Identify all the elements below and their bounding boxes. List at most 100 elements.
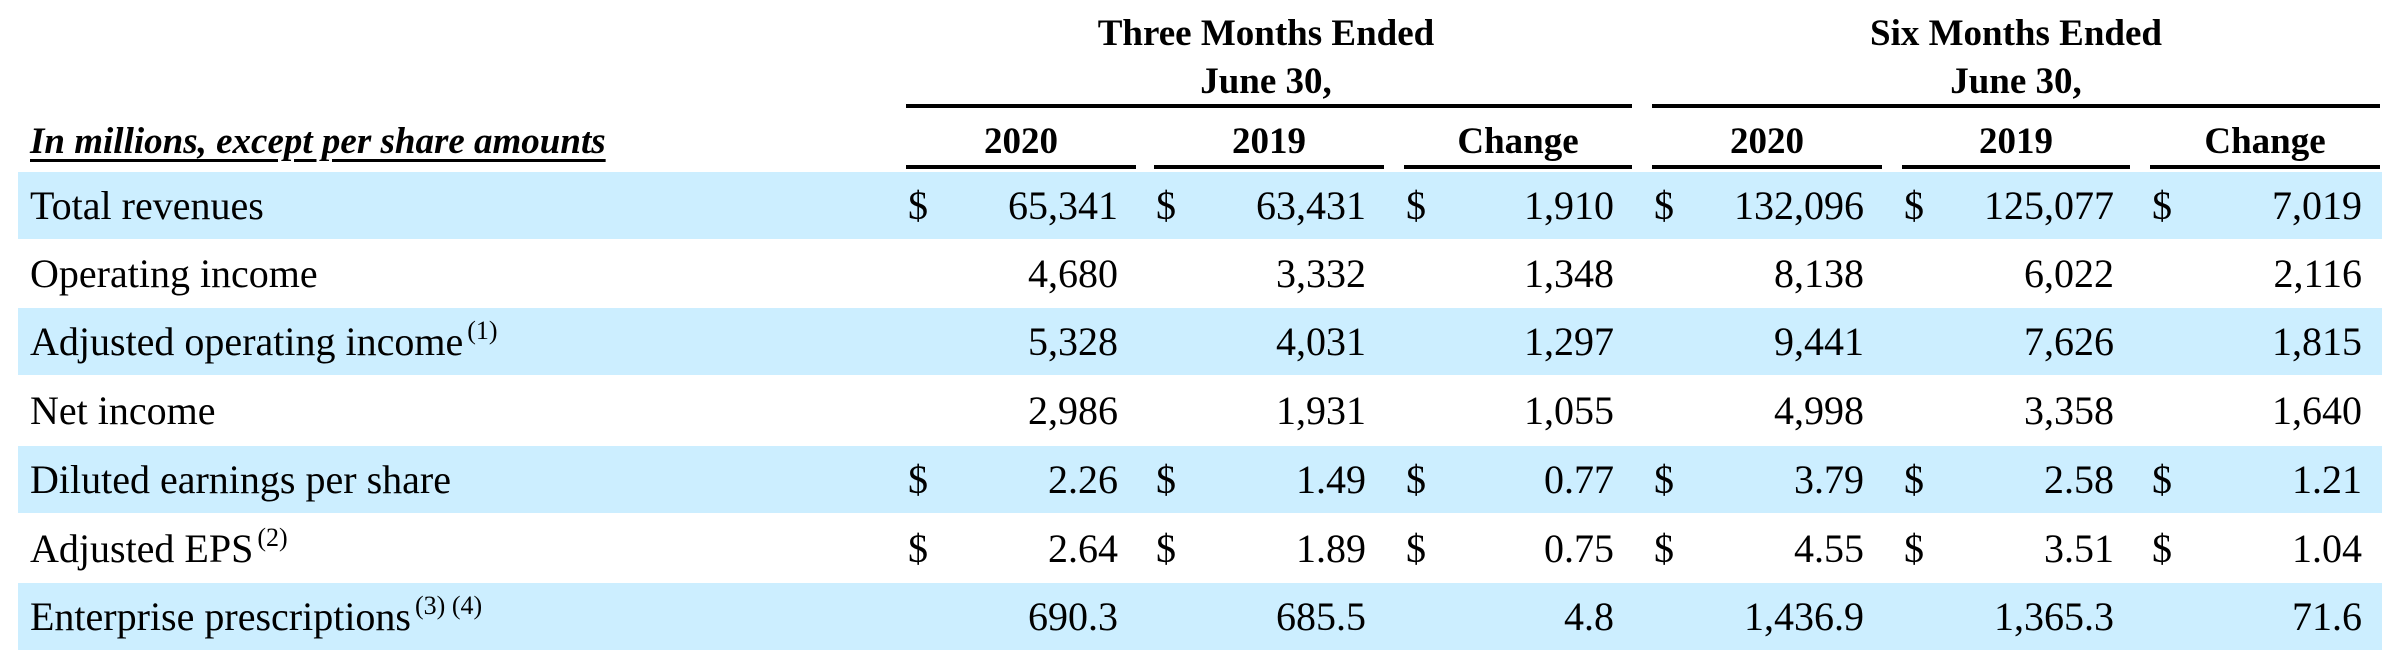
unit-label: In millions, except per share amounts <box>30 121 606 162</box>
row-label-text: Diluted earnings per share <box>30 457 451 502</box>
currency-symbol: $ <box>1654 457 1674 502</box>
table-cell: 125,077 <box>1984 183 2114 228</box>
row-label: Diluted earnings per share <box>30 446 451 513</box>
table-cell: 1,815 <box>2272 319 2362 364</box>
table-cell: 132,096 <box>1734 183 1864 228</box>
table-row: Diluted earnings per share $2.26 $1.49 $0.7… <box>18 446 2382 513</box>
table-cell: 1,436.9 <box>1744 594 1864 639</box>
table-cell: 7,626 <box>2024 319 2114 364</box>
table-cell: 0.75 <box>1544 526 1614 571</box>
row-label-text: Net income <box>30 388 216 433</box>
column-header: 2019 <box>1979 121 2053 162</box>
row-label: Operating income <box>30 240 318 307</box>
table-cell: 5,328 <box>1028 319 1118 364</box>
table-row: Net income 2,986 1,931 1,055 4,998 3,358 1,640 <box>18 377 2382 444</box>
group-header-three-months: Three Months Ended June 30, <box>906 10 1626 106</box>
table-cell: 1,640 <box>2272 388 2362 433</box>
row-label-text: Operating income <box>30 251 318 296</box>
table-cell: 1,348 <box>1524 251 1614 296</box>
footnote-marker: (3) (4) <box>415 591 483 620</box>
row-label-text: Total revenues <box>30 183 264 228</box>
table-cell: 2.26 <box>1048 457 1118 502</box>
table-cell: 3.79 <box>1794 457 1864 502</box>
column-underline <box>906 165 1136 169</box>
currency-symbol: $ <box>1904 183 1924 228</box>
column-header: 2020 <box>984 121 1058 162</box>
group-header-line2: June 30, <box>1950 61 2082 102</box>
table-cell: 1,931 <box>1276 388 1366 433</box>
table-cell: 2,986 <box>1028 388 1118 433</box>
column-header: Change <box>2204 121 2326 162</box>
row-label-text: Adjusted operating income <box>30 319 464 364</box>
table-row: Total revenues $65,341 $63,431 $1,910 $132,0… <box>18 172 2382 239</box>
table-cell: 4,998 <box>1774 388 1864 433</box>
row-label: Adjusted operating income (1) <box>30 308 498 375</box>
currency-symbol: $ <box>2152 457 2172 502</box>
group-header-line1: Six Months Ended <box>1870 13 2162 54</box>
table-cell: 2,116 <box>2273 251 2362 296</box>
currency-symbol: $ <box>1406 183 1426 228</box>
column-underline <box>1652 165 1882 169</box>
table-row: Adjusted EPS (2) $2.64 $1.89 $0.75 $4.55 $3.51… <box>18 515 2382 582</box>
row-label-text: Enterprise prescriptions <box>30 594 411 639</box>
group-header-six-months: Six Months Ended June 30, <box>1652 10 2380 106</box>
table-cell: 9,441 <box>1774 319 1864 364</box>
row-label-text: Adjusted EPS <box>30 526 254 571</box>
row-label: Total revenues <box>30 172 264 239</box>
currency-symbol: $ <box>1156 457 1176 502</box>
column-underline <box>1154 165 1384 169</box>
column-header: 2019 <box>1232 121 1306 162</box>
table-cell: 4,031 <box>1276 319 1366 364</box>
column-underline <box>1902 165 2130 169</box>
currency-symbol: $ <box>1654 183 1674 228</box>
table-cell: 71.6 <box>2292 594 2362 639</box>
column-header: Change <box>1457 121 1579 162</box>
table-cell: 3,332 <box>1276 251 1366 296</box>
column-underline <box>2150 165 2380 169</box>
table-cell: 685.5 <box>1276 594 1366 639</box>
group-underline <box>1652 104 2380 108</box>
row-label: Adjusted EPS (2) <box>30 515 288 582</box>
table-row: Operating income 4,680 3,332 1,348 8,138 6,02… <box>18 240 2382 307</box>
table-cell: 1.04 <box>2292 526 2362 571</box>
table-cell: 1,297 <box>1524 319 1614 364</box>
footnote-marker: (2) <box>257 523 288 552</box>
currency-symbol: $ <box>1904 526 1924 571</box>
table-cell: 4,680 <box>1028 251 1118 296</box>
table-cell: 3,358 <box>2024 388 2114 433</box>
row-label: Enterprise prescriptions (3) (4) <box>30 583 482 650</box>
currency-symbol: $ <box>908 526 928 571</box>
table-cell: 3.51 <box>2044 526 2114 571</box>
currency-symbol: $ <box>1406 457 1426 502</box>
currency-symbol: $ <box>2152 183 2172 228</box>
table-cell: 690.3 <box>1028 594 1118 639</box>
table-cell: 1.21 <box>2292 457 2362 502</box>
currency-symbol: $ <box>908 457 928 502</box>
table-cell: 6,022 <box>2024 251 2114 296</box>
table-cell: 2.58 <box>2044 457 2114 502</box>
table-cell: 1,365.3 <box>1994 594 2114 639</box>
table-row: Adjusted operating income (1) 5,328 4,031 1,… <box>18 308 2382 375</box>
currency-symbol: $ <box>908 183 928 228</box>
row-label: Net income <box>30 377 216 444</box>
table-cell: 4.55 <box>1794 526 1864 571</box>
group-header-line1: Three Months Ended <box>1097 13 1435 54</box>
table-cell: 1.49 <box>1296 457 1366 502</box>
currency-symbol: $ <box>1654 526 1674 571</box>
table-cell: 1,910 <box>1524 183 1614 228</box>
table-cell: 63,431 <box>1256 183 1366 228</box>
currency-symbol: $ <box>1156 526 1176 571</box>
table-cell: 7,019 <box>2272 183 2362 228</box>
column-underline <box>1404 165 1632 169</box>
group-header-line2: June 30, <box>1200 61 1332 102</box>
table-cell: 8,138 <box>1774 251 1864 296</box>
currency-symbol: $ <box>1156 183 1176 228</box>
currency-symbol: $ <box>1406 526 1426 571</box>
table-cell: 2.64 <box>1048 526 1118 571</box>
table-cell: 65,341 <box>1008 183 1118 228</box>
table-cell: 0.77 <box>1544 457 1614 502</box>
table-row: Enterprise prescriptions (3) (4) 690.3 685.… <box>18 583 2382 650</box>
table-cell: 1.89 <box>1296 526 1366 571</box>
table-cell: 4.8 <box>1564 594 1614 639</box>
